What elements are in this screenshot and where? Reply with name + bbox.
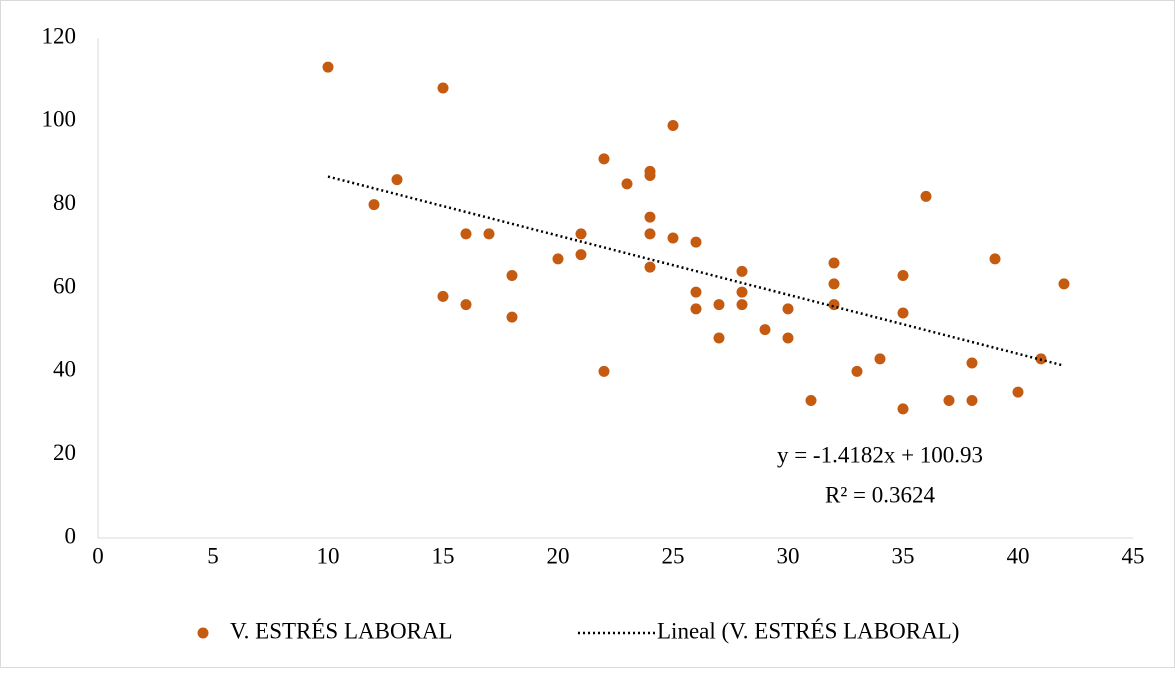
scatter-point <box>437 290 449 302</box>
y-tick-label: 60 <box>53 273 76 298</box>
scatter-point <box>690 286 702 298</box>
scatter-point <box>1012 386 1024 398</box>
scatter-point <box>644 211 656 223</box>
scatter-point <box>828 257 840 269</box>
scatter-point <box>437 82 449 94</box>
scatter-point <box>1058 278 1070 290</box>
scatter-point <box>690 236 702 248</box>
x-tick-label: 5 <box>207 543 219 568</box>
trend-r2: R² = 0.3624 <box>825 482 935 507</box>
scatter-point <box>598 365 610 377</box>
scatter-point <box>506 270 518 281</box>
scatter-point <box>644 170 656 181</box>
scatter-point <box>460 228 472 240</box>
scatter-point <box>943 395 955 406</box>
x-tick-label: 10 <box>317 543 340 568</box>
scatter-point <box>598 153 610 165</box>
scatter-point <box>644 228 656 240</box>
scatter-point <box>966 357 978 369</box>
y-tick-label: 0 <box>65 523 77 548</box>
scatter-point <box>851 365 863 377</box>
y-tick-label: 120 <box>42 23 77 48</box>
scatter-point <box>828 278 840 290</box>
scatter-point <box>667 232 679 244</box>
y-tick-label: 100 <box>42 107 77 132</box>
x-tick-label: 15 <box>432 543 455 568</box>
scatter-point <box>736 265 748 277</box>
scatter-point <box>874 353 886 365</box>
legend-marker <box>197 627 209 639</box>
legend-label: V. ESTRÉS LABORAL <box>230 618 453 643</box>
x-tick-label: 30 <box>777 543 800 568</box>
x-tick-label: 45 <box>1122 543 1145 568</box>
x-tick-label: 40 <box>1007 543 1030 568</box>
scatter-point <box>782 332 794 344</box>
y-tick-label: 40 <box>53 357 76 382</box>
scatter-point <box>575 228 587 240</box>
trend-equation: y = -1.4182x + 100.93 <box>777 442 983 467</box>
scatter-point <box>736 286 748 298</box>
scatter-point <box>460 299 472 311</box>
scatter-point <box>897 403 909 415</box>
scatter-point <box>690 303 702 315</box>
scatter-point <box>713 332 725 344</box>
legend-label: Lineal (V. ESTRÉS LABORAL) <box>657 618 959 643</box>
scatter-point <box>621 178 633 190</box>
scatter-point <box>667 120 679 131</box>
scatter-point <box>391 174 403 186</box>
scatter-point <box>736 299 748 311</box>
scatter-point <box>897 307 909 319</box>
y-tick-label: 20 <box>53 440 76 465</box>
scatter-point <box>368 199 380 211</box>
x-tick-label: 20 <box>547 543 570 568</box>
scatter-point <box>575 249 587 261</box>
x-tick-label: 0 <box>92 543 104 568</box>
scatter-point <box>506 311 518 323</box>
scatter-point <box>759 324 771 336</box>
scatter-point <box>782 303 794 315</box>
scatter-point <box>322 61 334 73</box>
scatter-point <box>644 261 656 273</box>
scatter-point <box>966 395 978 406</box>
scatter-point <box>989 253 1001 265</box>
scatter-point <box>552 253 564 265</box>
x-tick-label: 25 <box>662 543 685 568</box>
scatter-point <box>483 228 495 240</box>
y-tick-label: 80 <box>53 190 76 215</box>
scatter-point <box>713 299 725 311</box>
x-tick-label: 35 <box>892 543 915 568</box>
scatter-point <box>897 270 909 281</box>
trendline <box>327 175 1065 367</box>
scatter-point <box>920 190 932 202</box>
scatter-point <box>805 395 817 406</box>
